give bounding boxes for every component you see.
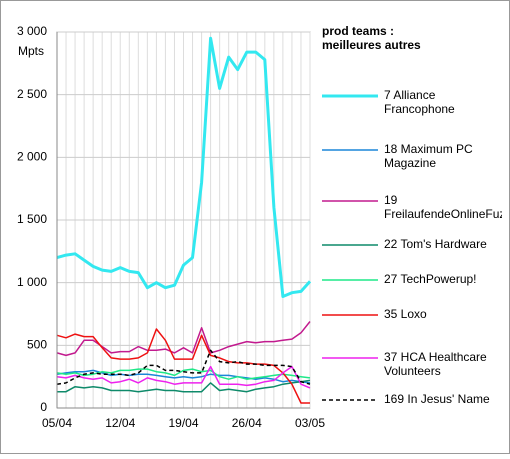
y-tick-label: 1 000 xyxy=(17,275,47,289)
legend-label-box: 18 Maximum PC Magazine xyxy=(384,142,473,170)
x-tick-label: 19/04 xyxy=(168,416,198,430)
legend-label-box: 7 Alliance Francophone xyxy=(384,88,455,116)
legend-label: 22 Tom's Hardware xyxy=(384,237,487,251)
y-axis-label: Mpts xyxy=(18,44,44,58)
y-tick-label: 2 000 xyxy=(17,150,47,164)
legend-label: 19 FreilaufendeOnlineFuzzies xyxy=(384,193,502,221)
series-line xyxy=(57,379,311,393)
legend-label: 18 Maximum PC Magazine xyxy=(384,142,473,170)
legend-label: 7 Alliance Francophone xyxy=(384,88,455,116)
legend-label-box: 19 FreilaufendeOnlineFuzzies xyxy=(384,193,502,221)
series-line xyxy=(56,365,311,389)
series-line xyxy=(56,36,312,298)
y-tick-label: 1 500 xyxy=(17,212,47,226)
legend-label-box: 22 Tom's Hardware xyxy=(384,237,487,251)
legend-label: 35 Loxo xyxy=(384,307,427,321)
y-tick-label: 2 500 xyxy=(17,87,47,101)
legend-title: prod teams : meilleures autres xyxy=(322,24,421,52)
y-tick-label: 3 000 xyxy=(17,24,47,38)
legend-label-box: 35 Loxo xyxy=(384,307,427,321)
legend-title-box: prod teams : meilleures autres xyxy=(322,24,421,52)
x-tick-label: 12/04 xyxy=(105,416,135,430)
legend-label: 27 TechPowerup! xyxy=(384,272,477,286)
legend-label-box: 27 TechPowerup! xyxy=(384,272,477,286)
legend-label-box: 169 In Jesus' Name xyxy=(384,392,490,406)
legend-label: 169 In Jesus' Name xyxy=(384,392,490,406)
y-tick-label: 500 xyxy=(27,338,47,352)
x-tick-label: 05/04 xyxy=(42,416,72,430)
series-line xyxy=(56,328,310,404)
legend-label-box: 37 HCA Healthcare Volunteers xyxy=(384,350,487,378)
x-tick-label: 03/05 xyxy=(295,416,325,430)
series-line xyxy=(56,349,311,385)
series-line xyxy=(56,368,311,380)
y-tick-label: 0 xyxy=(40,400,47,414)
legend-label: 37 HCA Healthcare Volunteers xyxy=(384,350,487,378)
x-tick-label: 26/04 xyxy=(232,416,262,430)
